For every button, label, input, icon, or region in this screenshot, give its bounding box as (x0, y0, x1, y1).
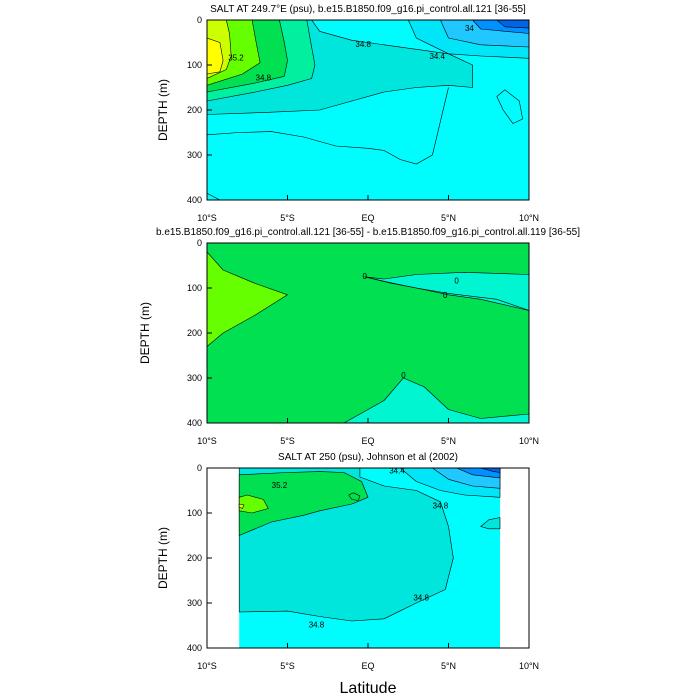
panel-2-x-tick-label: 5°N (441, 436, 456, 446)
panel-3-x-tick-label: 5°N (441, 661, 456, 671)
panel-3-y-axis: 0 100 200 300 400 (187, 463, 212, 653)
panel-2-y-tick-label: 300 (187, 373, 202, 383)
panel-3-x-tick-label: 5°S (280, 661, 295, 671)
panel-3-contour-label-4: 34.8 (309, 621, 325, 630)
panel-1-y-axis: 0 100 200 300 400 (187, 15, 212, 205)
panel-1-x-tick-label: 5°N (441, 213, 456, 223)
panel-1-x-axis: 10°S 5°S EQ 5°N 10°N (197, 195, 539, 223)
panel-1-contour-label-0: 34.8 (256, 74, 272, 83)
panel-3-contour-region-2 (238, 494, 269, 514)
panel-2-y-tick-label: 200 (187, 328, 202, 338)
panel-2-y-tick-label: 100 (187, 283, 202, 293)
panel-2-contour-label-3: 0 (401, 371, 406, 380)
panel-1-contour-line-1 (207, 193, 221, 200)
panel-1-x-tick-label: 5°S (280, 213, 295, 223)
panel-2-contour-region-0 (207, 251, 288, 347)
panel-2-x-tick-label: EQ (361, 436, 374, 446)
panel-1-x-tick-label: 10°N (519, 213, 539, 223)
panel-2-x-tick-label: 10°N (519, 436, 539, 446)
panel-1-plot: 34.8 35.2 34.8 34.4 34 (207, 20, 529, 200)
panel-1-y-tick-label: 0 (197, 15, 202, 25)
panel-2-plot: 0 000 (207, 243, 529, 423)
panel-1-y-tick-label: 100 (187, 60, 202, 70)
panel-3-contour-label-2: 34.8 (433, 501, 449, 510)
panel-1-contour-line-2 (496, 89, 523, 124)
panel-3-contour-label-1: 34.4 (389, 467, 405, 476)
panel-1-x-tick-label: 10°S (197, 213, 217, 223)
panel-2-y-axis: 0 100 200 300 400 (187, 238, 212, 428)
panel-3-x-tick-label: 10°N (519, 661, 539, 671)
panel-3-y-tick-label: 400 (187, 643, 202, 653)
panel-2-x-tick-label: 5°S (280, 436, 295, 446)
panel-3-contour-label-3: 34.8 (413, 594, 429, 603)
panel-2-contour-line-0 (364, 276, 529, 311)
panel-3-y-tick-label: 300 (187, 598, 202, 608)
panel-2-x-tick-label: 10°S (197, 436, 217, 446)
panel-salinity-difference: b.e15.B1850.f09_g16.pi_control.all.121 [… (138, 227, 580, 446)
panel-2-contour-label-2: 0 (443, 291, 448, 300)
panel-2-y-tick-label: 0 (197, 238, 202, 248)
panel-2-data-background (207, 243, 529, 423)
panel-1-contour-label-4: 34 (465, 24, 474, 33)
panel-3-y-label: DEPTH (m) (156, 527, 170, 589)
panel-3-contour-region-4 (348, 492, 361, 501)
panel-1-contour-region-9 (496, 20, 529, 29)
panel-3-x-axis: 10°S 5°S EQ 5°N 10°N (197, 643, 539, 671)
panel-2-title: b.e15.B1850.f09_g16.pi_control.all.121 [… (156, 227, 580, 238)
panel-1-y-tick-label: 200 (187, 105, 202, 115)
panel-2-contour-region-2 (343, 377, 529, 423)
panel-3-title: SALT AT 250 (psu), Johnson et al (2002) (278, 452, 458, 463)
panel-1-contour-line-0 (207, 87, 449, 165)
panel-3-x-tick-label: EQ (361, 661, 374, 671)
panel-1-contour-label-1: 35.2 (228, 53, 244, 62)
panel-1-contour-label-3: 34.4 (429, 52, 445, 61)
panel-2-x-axis: 10°S 5°S EQ 5°N 10°N (197, 418, 539, 446)
panel-1-x-tick-label: EQ (361, 213, 374, 223)
panel-2-y-tick-label: 400 (187, 418, 202, 428)
panel-model-salinity: SALT AT 249.7°E (psu), b.e15.B1850.f09_g… (156, 4, 539, 223)
panel-1-title: SALT AT 249.7°E (psu), b.e15.B1850.f09_g… (210, 4, 526, 15)
panel-3-contour-region-3 (238, 503, 245, 509)
panel-3-contour-region-1 (238, 471, 369, 536)
panel-3-contour-region-8 (480, 468, 501, 473)
panel-3-contour-label-0: 35.2 (272, 481, 288, 490)
panel-2-y-label: DEPTH (m) (138, 302, 152, 364)
panel-3-contour-region-9 (480, 517, 501, 530)
panel-1-y-tick-label: 400 (187, 195, 202, 205)
panel-3-plot: 35.2 34.4 34.8 34.8 34.8 (238, 467, 501, 648)
panel-2-contour-label-0: 0 (363, 272, 368, 281)
panel-1-y-tick-label: 300 (187, 150, 202, 160)
panel-2-contour-label-1: 0 (454, 276, 459, 285)
panel-3-x-tick-label: 10°S (197, 661, 217, 671)
panel-observed-salinity: SALT AT 250 (psu), Johnson et al (2002) … (156, 452, 539, 671)
panel-3-y-tick-label: 200 (187, 553, 202, 563)
panel-1-y-label: DEPTH (m) (156, 79, 170, 141)
panel-1-contour-label-2: 34.8 (355, 40, 371, 49)
panel-3-y-tick-label: 0 (197, 463, 202, 473)
x-axis-label: Latitude (340, 680, 397, 697)
panel-3-y-tick-label: 100 (187, 508, 202, 518)
